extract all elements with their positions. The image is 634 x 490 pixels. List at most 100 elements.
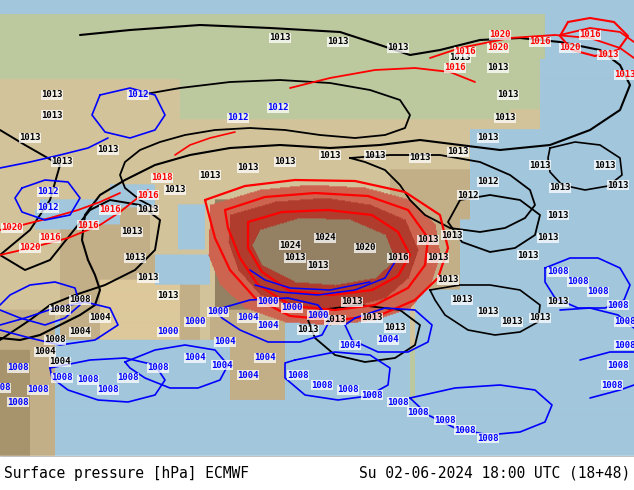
Text: 1016: 1016: [454, 48, 476, 56]
Text: 1013: 1013: [537, 234, 559, 243]
Text: Surface pressure [hPa] ECMWF: Surface pressure [hPa] ECMWF: [4, 466, 249, 481]
Text: 1013: 1013: [501, 318, 523, 326]
Text: Su 02-06-2024 18:00 UTC (18+48): Su 02-06-2024 18:00 UTC (18+48): [359, 466, 630, 481]
Text: 1004: 1004: [237, 370, 259, 379]
Text: 1018: 1018: [152, 173, 172, 182]
Text: 1016: 1016: [77, 220, 99, 229]
Text: 1016: 1016: [444, 64, 466, 73]
Text: 1024: 1024: [279, 241, 301, 249]
Text: 1004: 1004: [257, 320, 279, 329]
Text: 1016: 1016: [39, 234, 61, 243]
Text: 1008: 1008: [117, 373, 139, 383]
Text: 1008: 1008: [0, 384, 11, 392]
Text: 1004: 1004: [34, 347, 56, 357]
Text: 1008: 1008: [287, 370, 309, 379]
Text: 1013: 1013: [529, 161, 551, 170]
Text: 1004: 1004: [237, 314, 259, 322]
Text: 1008: 1008: [407, 408, 429, 416]
Text: 1016: 1016: [100, 205, 120, 215]
Text: 1013: 1013: [124, 253, 146, 263]
Text: 1013: 1013: [275, 157, 295, 167]
Text: 1013: 1013: [327, 38, 349, 47]
Text: 1013: 1013: [361, 314, 383, 322]
Text: 1013: 1013: [477, 308, 499, 317]
Text: 1012: 1012: [457, 191, 479, 199]
Text: 1008: 1008: [337, 386, 359, 394]
Text: 1012: 1012: [37, 188, 59, 196]
Text: 1013: 1013: [427, 253, 449, 263]
Text: 1008: 1008: [477, 434, 499, 442]
Text: 1008: 1008: [361, 391, 383, 399]
Text: 1004: 1004: [69, 327, 91, 337]
Text: 1013: 1013: [324, 316, 346, 324]
Text: 1020: 1020: [354, 244, 376, 252]
Text: 1008: 1008: [607, 361, 629, 369]
Text: 1020: 1020: [19, 244, 41, 252]
Text: 1000: 1000: [307, 311, 329, 319]
Text: 1013: 1013: [447, 147, 469, 156]
Text: 1000: 1000: [157, 327, 179, 337]
Text: 1000: 1000: [207, 308, 229, 317]
Text: 1020: 1020: [489, 30, 511, 40]
Text: 1008: 1008: [147, 364, 169, 372]
Text: 1004: 1004: [89, 314, 111, 322]
Text: 1004: 1004: [211, 361, 233, 369]
Text: 1013: 1013: [441, 230, 463, 240]
Text: 1013: 1013: [387, 44, 409, 52]
Text: 1008: 1008: [607, 300, 629, 310]
Text: 1000: 1000: [257, 297, 279, 307]
Text: 1013: 1013: [341, 297, 363, 307]
Text: 1013: 1013: [549, 183, 571, 193]
Text: 1013: 1013: [51, 157, 73, 167]
Text: 1004: 1004: [49, 358, 71, 367]
Text: 1012: 1012: [227, 114, 249, 122]
Text: 1013: 1013: [297, 325, 319, 335]
Text: 1013: 1013: [121, 227, 143, 237]
Text: 1013: 1013: [495, 114, 515, 122]
Text: 1013: 1013: [488, 64, 508, 73]
Text: 1008: 1008: [567, 277, 589, 287]
Text: 1016: 1016: [387, 253, 409, 263]
Text: 1008: 1008: [49, 305, 71, 315]
Text: 1013: 1013: [451, 295, 473, 304]
Text: 1004: 1004: [254, 353, 276, 363]
Text: 1008: 1008: [614, 318, 634, 326]
Text: 1008: 1008: [434, 416, 456, 424]
Text: 1008: 1008: [77, 375, 99, 385]
Text: 1013: 1013: [529, 314, 551, 322]
Text: 1013: 1013: [237, 164, 259, 172]
Text: 1004: 1004: [377, 336, 399, 344]
Text: 1012: 1012: [477, 177, 499, 187]
Text: 1013: 1013: [477, 133, 499, 143]
Text: 1013: 1013: [607, 180, 629, 190]
Text: 1013: 1013: [97, 146, 119, 154]
Text: 1013: 1013: [365, 150, 385, 160]
Text: 1008: 1008: [97, 386, 119, 394]
Text: 1013: 1013: [517, 250, 539, 260]
Text: 1013: 1013: [307, 261, 329, 270]
Text: 1013: 1013: [450, 53, 471, 63]
Text: 1013: 1013: [137, 205, 158, 215]
Text: 1013: 1013: [157, 291, 179, 299]
Text: 1013: 1013: [137, 273, 158, 283]
Text: 1013: 1013: [284, 253, 306, 263]
Text: 1013: 1013: [199, 171, 221, 179]
Text: 1013: 1013: [410, 153, 430, 163]
Text: 1013: 1013: [19, 133, 41, 143]
Text: 1020: 1020: [488, 44, 508, 52]
Text: 1012: 1012: [268, 103, 288, 113]
Text: 1008: 1008: [7, 364, 29, 372]
Text: 1016: 1016: [579, 30, 601, 40]
Text: 1016: 1016: [529, 38, 551, 47]
Text: 1020: 1020: [1, 223, 23, 232]
Text: 1008: 1008: [454, 425, 476, 435]
Text: 1008: 1008: [311, 381, 333, 390]
Text: 1004: 1004: [214, 338, 236, 346]
Text: 1013: 1013: [437, 275, 459, 285]
Text: 1016: 1016: [137, 191, 158, 199]
Text: 1004: 1004: [339, 341, 361, 349]
Text: 1013: 1013: [614, 71, 634, 79]
Text: 1008: 1008: [27, 386, 49, 394]
Text: 1008: 1008: [44, 336, 66, 344]
Text: 1013: 1013: [41, 91, 63, 99]
